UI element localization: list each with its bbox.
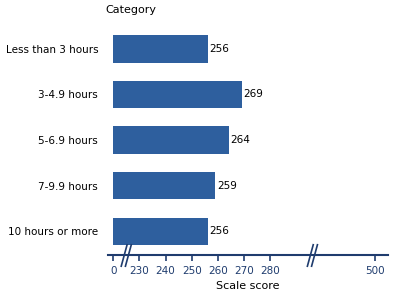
Bar — [113, 81, 242, 108]
X-axis label: Scale score: Scale score — [216, 282, 280, 291]
Bar — [113, 218, 208, 245]
Text: 256: 256 — [210, 44, 230, 54]
Bar — [113, 127, 229, 154]
Text: Category: Category — [105, 5, 156, 15]
Text: 264: 264 — [230, 135, 251, 145]
Bar — [113, 172, 216, 199]
Text: 259: 259 — [217, 181, 237, 191]
Text: 256: 256 — [210, 226, 230, 236]
Text: 269: 269 — [244, 89, 264, 99]
Bar — [113, 35, 208, 63]
